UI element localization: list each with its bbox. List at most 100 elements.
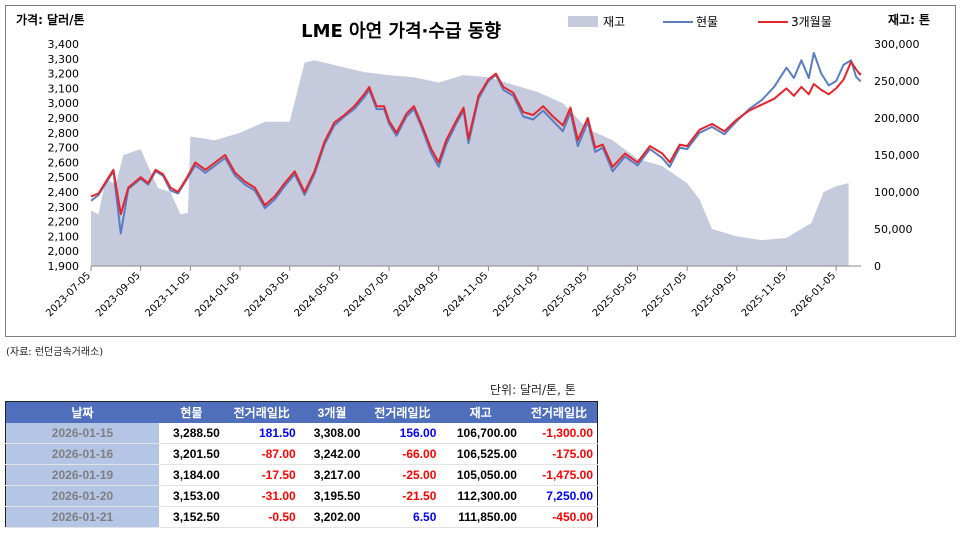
left-tick-label: 3,300 <box>48 53 80 66</box>
left-tick-label: 2,100 <box>48 230 80 243</box>
cell-3m-change: 6.50 <box>364 506 441 528</box>
x-tick-label: 2023-07-05 <box>44 270 93 319</box>
legend-stock-swatch <box>568 16 598 27</box>
table-row: 2026-01-20 3,153.00 -31.00 3,195.50 -21.50 11… <box>5 485 598 507</box>
cell-spot-value: 3,184.00 <box>159 464 224 486</box>
cell-stock-change: -450.00 <box>520 506 598 528</box>
table-row: 2026-01-21 3,152.50 -0.50 3,202.00 6.50 111,8… <box>5 506 598 528</box>
x-tick-label: 2024-03-05 <box>243 270 292 319</box>
right-axis-label: 재고: 톤 <box>888 13 930 27</box>
cell-stock-change: -1,300.00 <box>520 423 598 444</box>
right-tick-label: 100,000 <box>874 186 920 199</box>
left-tick-label: 2,400 <box>48 186 80 199</box>
cell-3m-value: 3,308.00 <box>299 423 365 444</box>
cell-spot-change: 181.50 <box>223 423 300 444</box>
left-tick-label: 2,500 <box>48 171 80 184</box>
table-header-row: 날짜 현물 전거래일比 3개월 전거래일比 재고 전거래일比 <box>5 401 598 423</box>
chart-title: LME 아연 가격·수급 동향 <box>301 21 501 42</box>
cell-date: 2026-01-20 <box>5 485 159 507</box>
left-tick-label: 3,100 <box>48 82 80 95</box>
table-row: 2026-01-16 3,201.50 -87.00 3,242.00 -66.00 10… <box>5 443 598 465</box>
cell-spot-value: 3,288.50 <box>159 423 224 444</box>
left-axis-label: 가격: 달러/톤 <box>16 12 85 27</box>
x-tick-label: 2025-05-05 <box>591 270 640 319</box>
left-tick-label: 2,200 <box>48 216 80 229</box>
cell-stock-change: -175.00 <box>520 443 598 465</box>
right-tick-label: 0 <box>874 260 881 273</box>
cell-3m-change: -25.00 <box>364 464 441 486</box>
cell-stock-value: 105,050.00 <box>440 464 521 486</box>
cell-spot-value: 3,152.50 <box>159 506 224 528</box>
left-tick-label: 3,000 <box>48 97 80 110</box>
cell-date: 2026-01-15 <box>5 423 159 444</box>
x-tick-label: 2023-11-05 <box>144 270 193 319</box>
left-tick-label: 2,800 <box>48 127 80 140</box>
header-3m-change: 전거래일比 <box>364 401 441 423</box>
cell-3m-value: 3,195.50 <box>299 485 365 507</box>
price-table: 날짜 현물 전거래일比 3개월 전거래일比 재고 전거래일比 2026-01-1… <box>5 401 598 528</box>
series-stock-area <box>91 60 849 266</box>
x-tick-label: 2025-11-05 <box>740 270 789 319</box>
cell-spot-change: -87.00 <box>223 443 300 465</box>
cell-spot-change: -31.00 <box>223 485 300 507</box>
cell-3m-value: 3,217.00 <box>299 464 365 486</box>
unit-note: 단위: 달러/톤, 톤 <box>490 383 576 397</box>
legend-stock-label: 재고 <box>603 15 625 29</box>
left-tick-label: 3,200 <box>48 68 80 81</box>
right-tick-label: 200,000 <box>874 112 920 125</box>
cell-3m-change: -66.00 <box>364 443 441 465</box>
cell-3m-change: 156.00 <box>364 423 441 444</box>
header-stock-change: 전거래일比 <box>520 401 598 423</box>
x-tick-label: 2025-01-05 <box>491 270 540 319</box>
left-tick-label: 2,900 <box>48 112 80 125</box>
right-tick-label: 50,000 <box>874 223 913 236</box>
table-row: 2026-01-15 3,288.50 181.50 3,308.00 156.00 10… <box>5 423 598 444</box>
table-row: 2026-01-19 3,184.00 -17.50 3,217.00 -25.00 10… <box>5 464 598 486</box>
right-tick-label: 250,000 <box>874 75 920 88</box>
cell-stock-value: 112,300.00 <box>440 485 521 507</box>
x-tick-label: 2026-01-05 <box>789 270 838 319</box>
source-note: (자료: 런던금속거래소) <box>6 347 104 358</box>
cell-spot-change: -0.50 <box>223 506 300 528</box>
cell-spot-value: 3,201.50 <box>159 443 224 465</box>
x-tick-label: 2024-11-05 <box>442 270 491 319</box>
cell-stock-value: 111,850.00 <box>440 506 521 528</box>
left-tick-label: 2,300 <box>48 201 80 214</box>
cell-3m-change: -21.50 <box>364 485 441 507</box>
x-tick-label: 2023-09-05 <box>94 270 143 319</box>
x-tick-label: 2025-03-05 <box>541 270 590 319</box>
left-tick-label: 3,400 <box>48 38 80 51</box>
chart-frame: 1,900 2,000 2,100 2,200 2,300 2,400 2,500 2,600… <box>5 5 956 337</box>
right-tick-label: 150,000 <box>874 149 920 162</box>
left-tick-label: 1,900 <box>48 260 80 273</box>
header-spot: 현물 <box>159 401 224 423</box>
x-tick-label: 2025-09-05 <box>690 270 739 319</box>
cell-3m-value: 3,202.00 <box>299 506 365 528</box>
x-tick-label: 2025-07-05 <box>640 270 689 319</box>
x-tick-label: 2024-07-05 <box>342 270 391 319</box>
cell-stock-change: 7,250.00 <box>520 485 598 507</box>
header-date: 날짜 <box>5 401 159 423</box>
left-tick-label: 2,000 <box>48 245 80 258</box>
cell-date: 2026-01-21 <box>5 506 159 528</box>
legend-3m-label: 3개월물 <box>791 15 832 29</box>
x-tick-label: 2024-09-05 <box>392 270 441 319</box>
x-tick-label: 2024-05-05 <box>293 270 342 319</box>
series-3m-line <box>90 60 862 216</box>
left-tick-label: 2,700 <box>48 142 80 155</box>
cell-date: 2026-01-16 <box>5 443 159 465</box>
cell-stock-value: 106,700.00 <box>440 423 521 444</box>
right-tick-label: 300,000 <box>874 38 920 51</box>
cell-stock-value: 106,525.00 <box>440 443 521 465</box>
header-3m: 3개월 <box>299 401 365 423</box>
cell-spot-value: 3,153.00 <box>159 485 224 507</box>
cell-3m-value: 3,242.00 <box>299 443 365 465</box>
header-spot-change: 전거래일比 <box>223 401 300 423</box>
cell-stock-change: -1,475.00 <box>520 464 598 486</box>
x-tick-label: 2024-01-05 <box>193 270 242 319</box>
cell-date: 2026-01-19 <box>5 464 159 486</box>
cell-spot-change: -17.50 <box>223 464 300 486</box>
legend-spot-label: 현물 <box>696 15 718 29</box>
left-tick-label: 2,600 <box>48 156 80 169</box>
